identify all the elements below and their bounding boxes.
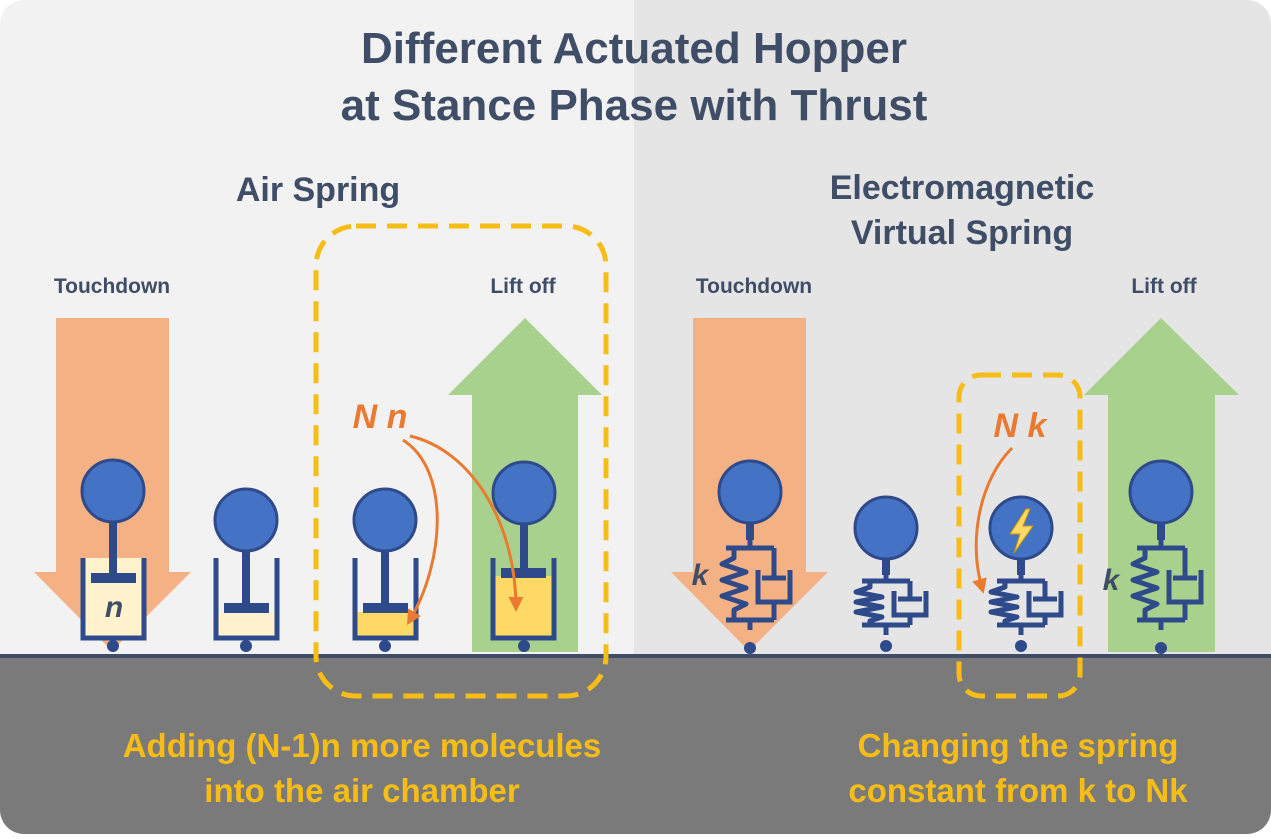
air-hopper-compressed: [213, 487, 280, 652]
lightning-icon: [1009, 508, 1034, 554]
pivot-icon: [880, 640, 892, 652]
title-line-2: at Stance Phase with Thrust: [341, 81, 928, 130]
pivot-icon: [240, 640, 252, 652]
pivot-icon: [107, 640, 119, 652]
right-liftoff-label: Lift off: [1131, 275, 1197, 298]
right-thrust-highlight: [956, 372, 1083, 699]
pivot-icon: [379, 640, 391, 652]
em-hopper-compressed: [853, 495, 926, 652]
spring-change-arrow: [972, 446, 1014, 594]
em-thrust-label: N k: [994, 407, 1049, 445]
air-injection-arrow-2: [409, 434, 524, 612]
title-line-1: Different Actuated Hopper: [361, 24, 907, 73]
air-hopper-liftoff: [490, 460, 557, 652]
air-spring-heading: Air Spring: [236, 171, 400, 209]
em-hopper-liftoff: k: [1103, 459, 1201, 654]
spring-constant-label-a: k: [692, 559, 710, 592]
em-caption-line-2: constant from k to Nk: [848, 772, 1188, 809]
left-touchdown-label: Touchdown: [54, 275, 170, 298]
pivot-icon: [518, 640, 530, 652]
em-hopper-energized: [988, 495, 1061, 652]
air-hopper-touchdown: n: [80, 458, 147, 652]
spring-constant-label-b: k: [1103, 564, 1121, 597]
left-liftoff-label: Lift off: [490, 275, 556, 298]
air-injection-arrow-1: [402, 438, 439, 626]
right-touchdown-label: Touchdown: [696, 275, 812, 298]
pivot-icon: [744, 642, 756, 654]
em-hopper-touchdown: k: [692, 459, 790, 654]
air-caption-line-2: into the air chamber: [204, 772, 520, 809]
pivot-icon: [1015, 640, 1027, 652]
virtual-spring-heading-line-1: Electromagnetic: [830, 169, 1095, 207]
left-thrust-highlight: [313, 223, 609, 699]
pivot-icon: [1155, 642, 1167, 654]
air-caption-line-1: Adding (N-1)n more molecules: [123, 727, 602, 764]
virtual-spring-heading-line-2: Virtual Spring: [851, 214, 1073, 252]
ground: [0, 656, 1271, 834]
em-caption-line-1: Changing the spring: [858, 727, 1179, 764]
molecule-label: n: [105, 591, 123, 624]
air-hopper-injected: [352, 487, 419, 652]
air-thrust-label: N n: [353, 398, 408, 436]
